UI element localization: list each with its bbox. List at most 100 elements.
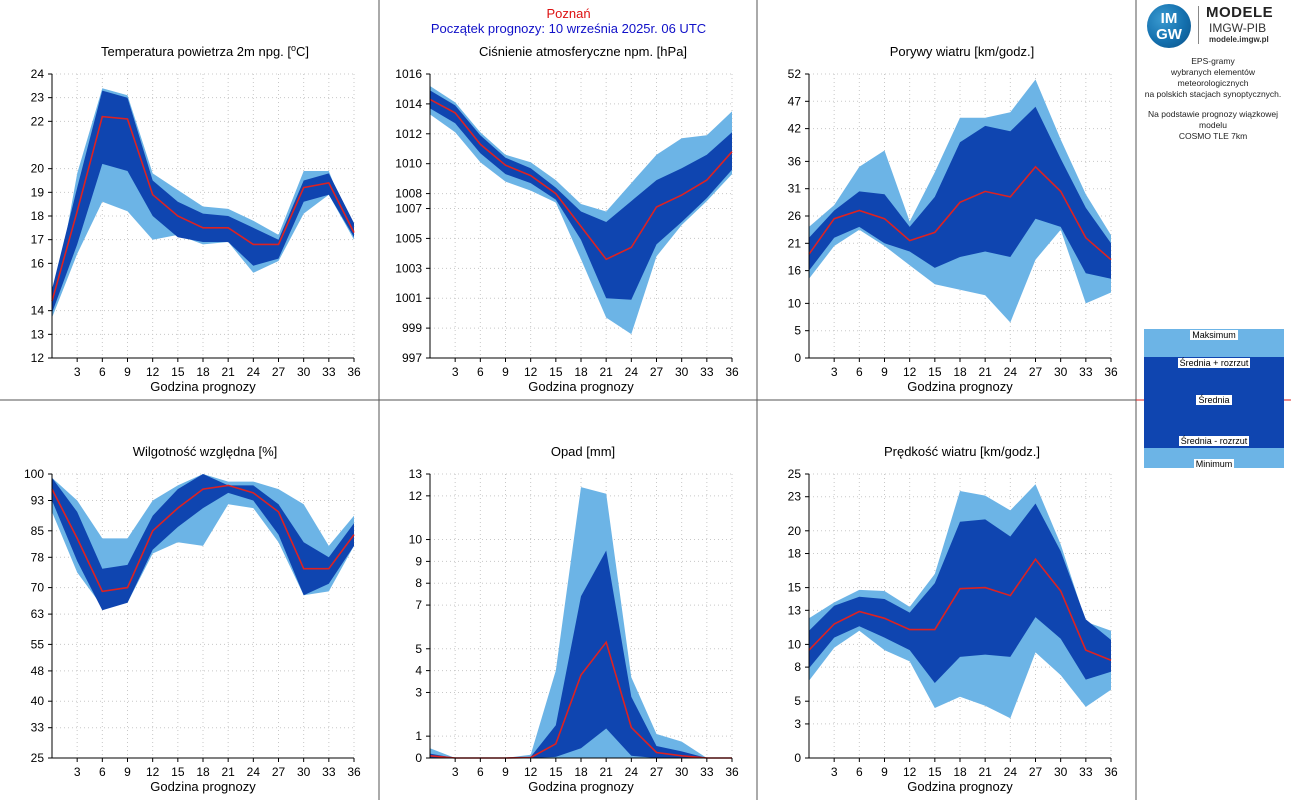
x-tick-label: 27 [272, 765, 286, 779]
info-text: EPS-gramy wybranych elementów meteorolog… [1136, 56, 1290, 142]
x-tick-label: 24 [247, 765, 261, 779]
chart-panel-4: 3 6 9 12 15 18 21 24 27 30 33 362533404855637078859… [24, 444, 361, 794]
y-tick-label: 93 [31, 494, 45, 508]
y-tick-label: 1003 [395, 261, 422, 275]
band-mean-spread [52, 474, 354, 611]
x-tick-label: 15 [171, 765, 185, 779]
x-tick-label: 12 [524, 765, 538, 779]
band-min-max [430, 86, 732, 335]
x-tick-label: 9 [124, 765, 131, 779]
y-tick-label: 3 [415, 685, 422, 699]
x-tick-label: 36 [1104, 765, 1118, 779]
x-tick-label: 24 [1004, 765, 1018, 779]
x-tick-label: 30 [297, 365, 311, 379]
x-tick-label: 6 [856, 365, 863, 379]
logo-divider [1198, 6, 1199, 44]
info-line-4: Na podstawie prognozy wiązkowej modelu [1148, 109, 1278, 130]
x-tick-label: 6 [477, 765, 484, 779]
forecast-start: Początek prognozy: 10 września 2025r. 06… [430, 21, 707, 36]
y-tick-label: 63 [31, 607, 45, 621]
y-tick-label: 55 [31, 637, 45, 651]
chart-title-main: Temperatura powietrza 2m npg. [ [101, 44, 291, 59]
y-tick-label: 31 [788, 182, 802, 196]
x-tick-label: 33 [1079, 365, 1093, 379]
y-tick-label: 1008 [395, 187, 422, 201]
y-tick-label: 70 [31, 581, 45, 595]
legend-mean: Średnia [1196, 395, 1232, 405]
y-tick-label: 1005 [395, 231, 422, 245]
y-tick-label: 0 [415, 751, 422, 765]
chart-title-main: Wilgotność względna [%] [133, 444, 278, 459]
y-tick-label: 5 [794, 324, 801, 338]
x-tick-label: 21 [599, 765, 613, 779]
station-name: Poznań [546, 6, 591, 21]
band-mean-spread [809, 106, 1111, 279]
info-line-1: EPS-gramy [1191, 56, 1235, 66]
chart-title: Temperatura powietrza 2m npg. [oC] [101, 43, 309, 59]
y-tick-label: 26 [788, 209, 802, 223]
x-axis-label: Godzina prognozy [907, 379, 1013, 394]
y-tick-label: 0 [794, 751, 801, 765]
y-tick-label: 33 [31, 721, 45, 735]
y-tick-label: 17 [31, 233, 45, 247]
y-tick-label: 100 [24, 467, 44, 481]
y-tick-label: 1001 [395, 291, 422, 305]
y-tick-label: 999 [402, 321, 422, 335]
x-tick-label: 9 [502, 765, 509, 779]
x-tick-label: 9 [881, 765, 888, 779]
x-tick-label: 36 [347, 365, 361, 379]
chart-panels: 3 6 9 12 15 18 21 24 27 30 33 361213141617181920222… [24, 43, 1118, 794]
x-tick-label: 18 [953, 365, 967, 379]
band-legend: Maksimum Średnia + rozrzut Średnia Średn… [1144, 329, 1284, 469]
y-tick-label: 12 [31, 351, 45, 365]
x-tick-label: 18 [953, 765, 967, 779]
chart-title-main: Prędkość wiatru [km/godz.] [884, 444, 1040, 459]
x-tick-label: 6 [477, 365, 484, 379]
x-tick-label: 15 [171, 365, 185, 379]
chart-title: Porywy wiatru [km/godz.] [890, 44, 1035, 59]
x-tick-label: 27 [272, 365, 286, 379]
x-tick-label: 36 [347, 765, 361, 779]
chart-title: Ciśnienie atmosferyczne npm. [hPa] [479, 44, 687, 59]
x-tick-label: 18 [574, 765, 588, 779]
band-mean-spread [52, 90, 354, 313]
y-tick-label: 21 [788, 236, 802, 250]
x-tick-label: 24 [1004, 365, 1018, 379]
legend-mean-plus: Średnia + rozrzut [1177, 358, 1251, 368]
y-tick-label: 23 [31, 91, 45, 105]
x-tick-label: 21 [221, 365, 235, 379]
logo-subtitle: IMGW-PIB [1209, 21, 1267, 35]
x-tick-label: 9 [881, 365, 888, 379]
x-axis-label: Godzina prognozy [528, 379, 634, 394]
chart-title-main: Ciśnienie atmosferyczne npm. [hPa] [479, 44, 687, 59]
y-tick-label: 23 [788, 490, 802, 504]
x-tick-label: 30 [675, 765, 689, 779]
y-tick-label: 5 [794, 694, 801, 708]
x-axis-label: Godzina prognozy [528, 779, 634, 794]
logo-text-im: IM [1160, 10, 1178, 27]
y-tick-label: 13 [788, 603, 802, 617]
x-tick-label: 36 [1104, 365, 1118, 379]
logo-globe-icon: IM GW [1147, 4, 1191, 48]
x-tick-label: 27 [1029, 765, 1043, 779]
y-tick-label: 47 [788, 94, 802, 108]
y-tick-label: 8 [415, 576, 422, 590]
x-tick-label: 33 [1079, 765, 1093, 779]
x-axis-label: Godzina prognozy [150, 779, 256, 794]
info-line-5: COSMO TLE 7km [1178, 131, 1248, 141]
x-tick-label: 6 [99, 365, 106, 379]
chart-panel-6: 3 6 9 12 15 18 21 24 27 30 33 36035810131518202325G… [788, 444, 1118, 794]
x-tick-label: 33 [700, 765, 714, 779]
y-tick-label: 36 [788, 154, 802, 168]
x-tick-label: 33 [322, 365, 336, 379]
legend-max: Maksimum [1190, 330, 1238, 340]
chart-title-end: C] [296, 44, 309, 59]
y-tick-label: 1012 [395, 127, 422, 141]
x-tick-label: 30 [297, 765, 311, 779]
y-tick-label: 15 [788, 581, 802, 595]
y-tick-label: 18 [788, 547, 802, 561]
y-tick-label: 7 [415, 598, 422, 612]
y-tick-label: 16 [788, 264, 802, 278]
y-tick-label: 10 [788, 637, 802, 651]
